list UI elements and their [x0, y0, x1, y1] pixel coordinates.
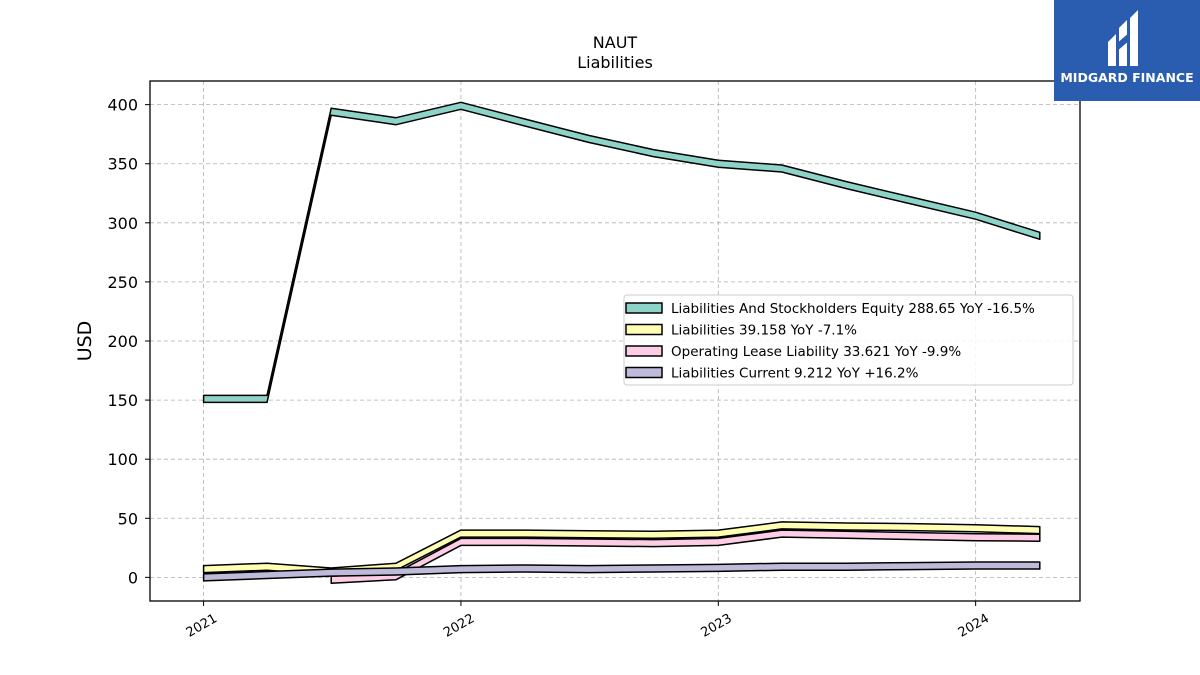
x-tick-label: 2021 [184, 611, 220, 641]
legend-entry-3: Liabilities Current 9.212 YoY +16.2% [671, 366, 919, 382]
series-band-2 [330, 529, 1041, 584]
legend-swatch-1 [625, 323, 663, 336]
y-tick-label: 400 [107, 96, 138, 115]
y-tick-label: 350 [107, 155, 138, 174]
y-tick-label: 200 [107, 332, 138, 351]
chart-subtitle: Liabilities [577, 53, 653, 72]
x-tick-label: 2024 [956, 611, 992, 641]
y-axis-label: USD [74, 321, 96, 362]
legend-swatch-3 [625, 366, 663, 379]
series-band-3 [202, 561, 1041, 582]
legend-entry-0: Liabilities And Stockholders Equity 288.… [671, 301, 1035, 317]
legend-entry-1: Liabilities 39.158 YoY -7.1% [671, 323, 857, 339]
legend: Liabilities And Stockholders Equity 288.… [623, 294, 1074, 386]
legend-entry-2: Operating Lease Liability 33.621 YoY -9.… [671, 344, 961, 360]
y-tick-label: 150 [107, 391, 138, 410]
y-axis: 0 50 100 150 200 250 300 350 400 [107, 96, 150, 587]
series-band-0 [202, 101, 1041, 404]
series-group [202, 101, 1041, 584]
logo-text: MIDGARD FINANCE [1060, 70, 1194, 85]
y-tick-label: 50 [118, 509, 138, 528]
midgard-finance-logo: MIDGARD FINANCE [1054, 0, 1200, 101]
chart-title: NAUT [593, 33, 638, 52]
legend-swatch-0 [625, 302, 663, 314]
x-tick-label: 2023 [698, 611, 734, 641]
midgard-finance-logo-icon [1108, 10, 1138, 66]
y-tick-label: 250 [107, 273, 138, 292]
legend-box [623, 294, 1074, 386]
y-tick-label: 0 [128, 568, 138, 587]
y-tick-label: 100 [107, 450, 138, 469]
x-axis: 2021 2022 2023 2024 [184, 601, 992, 641]
legend-swatch-2 [625, 345, 663, 357]
y-tick-label: 300 [107, 214, 138, 233]
x-tick-label: 2022 [441, 611, 477, 641]
